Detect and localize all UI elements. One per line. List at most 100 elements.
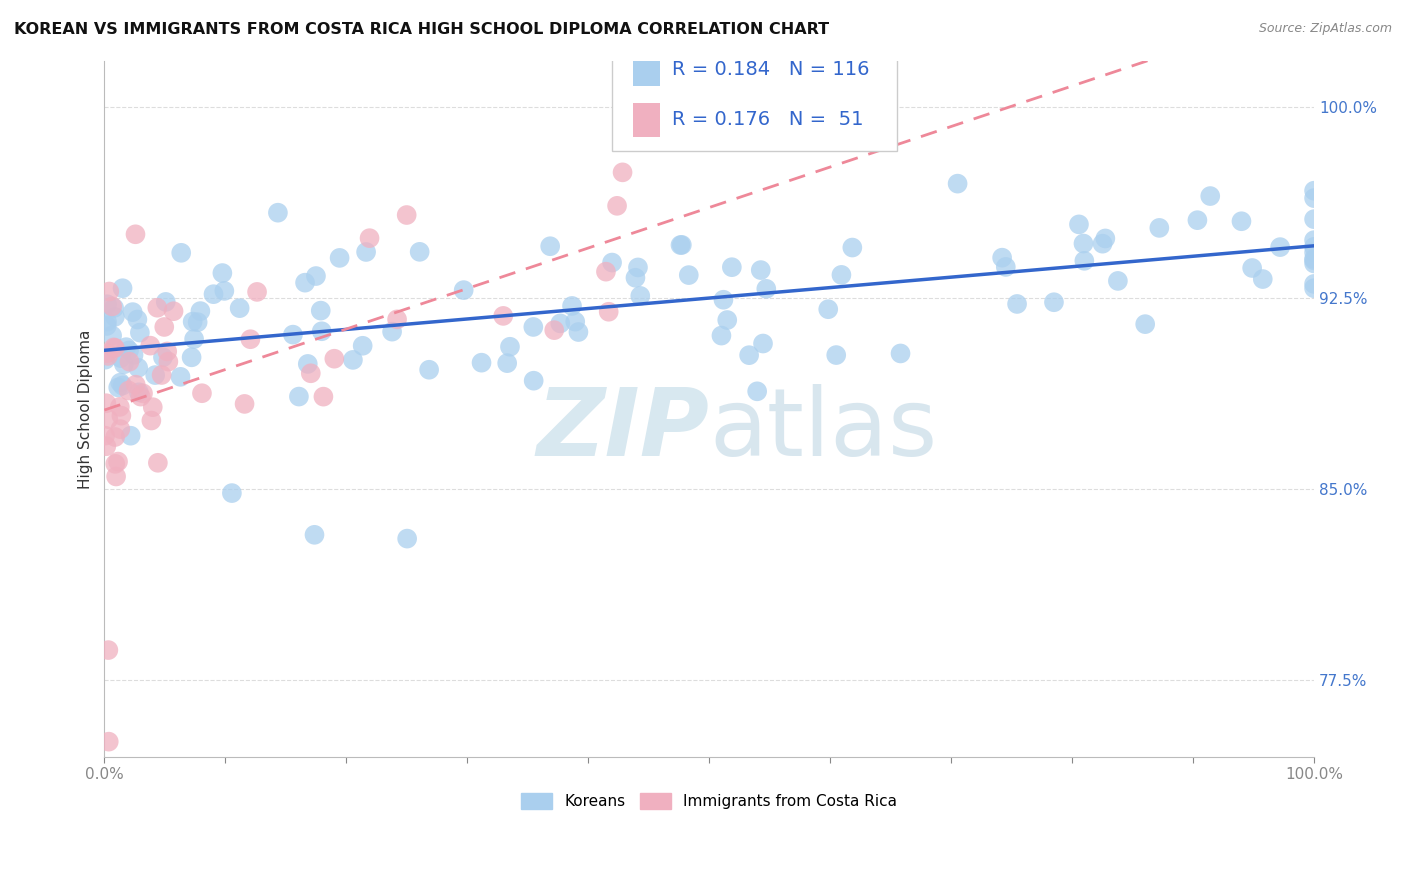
Point <box>111 378 134 392</box>
Point <box>381 325 404 339</box>
Point <box>354 244 377 259</box>
Point <box>96 439 118 453</box>
Point <box>627 260 650 275</box>
Point <box>312 390 335 404</box>
Point <box>97 734 120 748</box>
Point <box>548 317 571 331</box>
Point <box>1303 252 1326 266</box>
Point <box>246 285 269 299</box>
Point <box>817 302 839 317</box>
Point <box>96 297 118 311</box>
Point <box>309 303 332 318</box>
Point <box>523 374 546 388</box>
Point <box>749 263 772 277</box>
Point <box>1187 213 1209 227</box>
Point <box>110 376 132 390</box>
Bar <box>633 103 659 137</box>
Point <box>96 315 118 329</box>
Point <box>183 332 205 346</box>
Point <box>104 430 127 444</box>
Point <box>110 422 132 436</box>
Point <box>297 357 319 371</box>
Point <box>1107 274 1129 288</box>
Point <box>190 304 212 318</box>
Point <box>352 339 374 353</box>
Y-axis label: High School Diploma: High School Diploma <box>79 329 93 489</box>
Point <box>543 323 565 337</box>
Point <box>669 238 692 252</box>
Bar <box>633 52 659 87</box>
Point <box>128 385 150 400</box>
Point <box>124 227 146 242</box>
Point <box>96 346 118 360</box>
Point <box>304 528 326 542</box>
Point <box>156 344 179 359</box>
Point <box>738 348 761 362</box>
Point <box>108 400 131 414</box>
Point <box>1091 236 1114 251</box>
Point <box>1094 231 1116 245</box>
Point <box>1073 253 1095 268</box>
Point <box>117 384 139 398</box>
Point <box>132 386 155 401</box>
Point <box>118 354 141 368</box>
Point <box>830 268 852 282</box>
Point <box>98 285 121 299</box>
Point <box>146 301 169 315</box>
Point <box>1251 272 1274 286</box>
Point <box>288 390 311 404</box>
Point <box>101 328 124 343</box>
Point <box>841 241 863 255</box>
Point <box>214 284 236 298</box>
Point <box>994 260 1017 274</box>
Point <box>396 532 419 546</box>
Point <box>221 486 243 500</box>
Point <box>122 348 145 362</box>
Point <box>1073 236 1095 251</box>
Point <box>499 340 522 354</box>
Point <box>359 231 381 245</box>
Point <box>146 456 169 470</box>
Text: ZIP: ZIP <box>536 384 709 475</box>
Point <box>94 428 117 442</box>
FancyBboxPatch shape <box>613 37 897 152</box>
Point <box>606 199 628 213</box>
Point <box>107 454 129 468</box>
Point <box>1303 281 1326 295</box>
Point <box>97 643 120 657</box>
Text: R = 0.176   N =  51: R = 0.176 N = 51 <box>672 111 863 129</box>
Point <box>561 299 583 313</box>
Point <box>713 293 735 307</box>
Point <box>600 255 623 269</box>
Point <box>889 346 911 360</box>
Point <box>752 336 775 351</box>
Point <box>329 251 352 265</box>
Point <box>103 340 125 354</box>
Point <box>1149 220 1171 235</box>
Point <box>110 409 132 423</box>
Point <box>747 384 769 399</box>
Point <box>142 400 165 414</box>
Point <box>294 276 316 290</box>
Point <box>94 352 117 367</box>
Point <box>825 348 848 362</box>
Text: Source: ZipAtlas.com: Source: ZipAtlas.com <box>1258 22 1392 36</box>
Point <box>104 341 127 355</box>
Point <box>187 315 209 329</box>
Point <box>97 349 120 363</box>
Point <box>946 177 969 191</box>
Point <box>678 268 700 282</box>
Point <box>112 357 135 371</box>
Point <box>211 266 233 280</box>
Point <box>128 326 150 340</box>
Point <box>162 304 184 318</box>
Point <box>624 270 647 285</box>
Point <box>1303 191 1326 205</box>
Point <box>598 304 620 318</box>
Point <box>104 457 127 471</box>
Text: atlas: atlas <box>709 384 938 475</box>
Point <box>1303 240 1326 254</box>
Point <box>1241 260 1264 275</box>
Point <box>153 320 176 334</box>
Point <box>538 239 561 253</box>
